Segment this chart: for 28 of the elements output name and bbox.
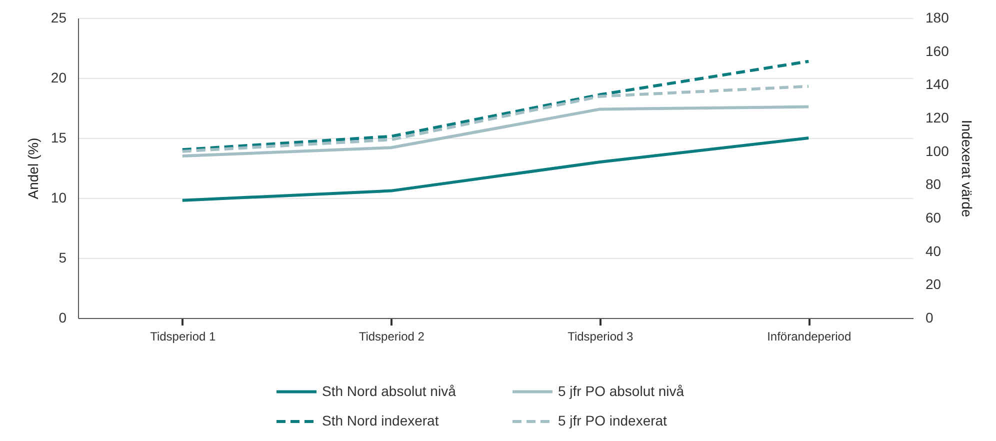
legend-label: 5 jfr PO absolut nivå xyxy=(558,382,684,399)
y2-tick-label: 120 xyxy=(926,110,950,126)
y2-tick-label: 0 xyxy=(926,310,934,326)
y-tick-label: 15 xyxy=(50,130,67,146)
y2-tick-label: 40 xyxy=(926,242,942,259)
y-tick-label: 10 xyxy=(50,190,67,206)
y2-tick-label: 160 xyxy=(926,42,950,59)
y-tick-label: 20 xyxy=(50,70,67,86)
y2-axis-title: Indexerat värde xyxy=(958,120,975,218)
legend-label: Sth Nord absolut nivå xyxy=(322,382,456,399)
x-tick-label: Tidsperiod 1 xyxy=(150,330,216,344)
legend-label: 5 jfr PO indexerat xyxy=(558,412,668,428)
line-series xyxy=(180,136,810,202)
y2-tick-label: 20 xyxy=(926,276,942,292)
y-axis-title: Andel (%) xyxy=(24,138,41,200)
y-tick-label: 5 xyxy=(58,250,67,266)
y-tick-label: 25 xyxy=(50,10,67,26)
y2-tick-label: 180 xyxy=(926,10,950,26)
legend-label: Sth Nord indexerat xyxy=(322,412,439,428)
y-tick-label: 0 xyxy=(58,310,67,326)
y2-tick-label: 80 xyxy=(926,176,942,192)
x-tick-label: Införandeperiod xyxy=(767,330,852,344)
y2-tick-label: 140 xyxy=(926,76,950,92)
y2-tick-label: 100 xyxy=(926,142,950,159)
x-tick-label: Tidsperiod 3 xyxy=(568,330,634,344)
y2-tick-label: 60 xyxy=(926,210,942,226)
line-series xyxy=(180,60,810,152)
x-tick-label: Tidsperiod 2 xyxy=(358,330,425,344)
